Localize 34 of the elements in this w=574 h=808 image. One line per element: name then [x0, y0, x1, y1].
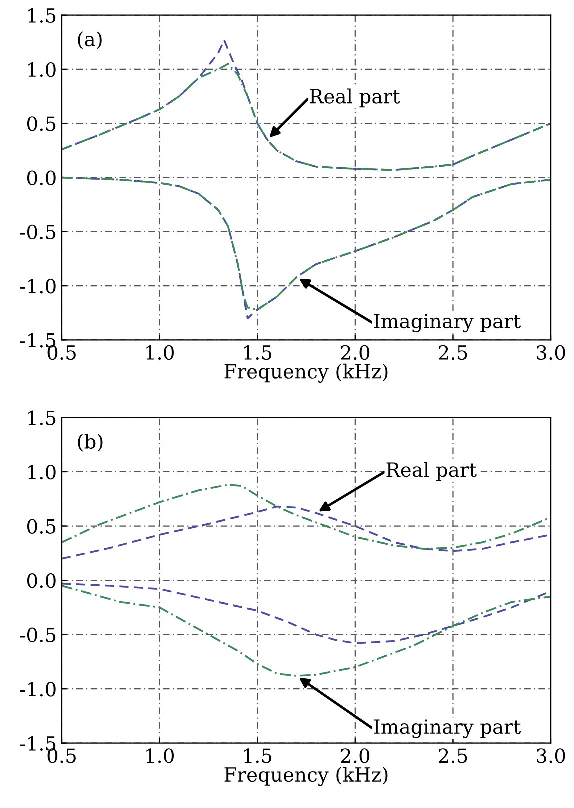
- x-tick-label: 3.0: [537, 345, 566, 360]
- y-tick-label: -0.5: [20, 628, 56, 642]
- x-tick-label: 0.5: [48, 748, 76, 764]
- y-tick-label: -1.5: [20, 736, 56, 752]
- annotation: (a): [78, 32, 102, 50]
- annotation: (b): [78, 434, 103, 452]
- y-tick-label: 1.0: [28, 62, 56, 78]
- y-tick-label: -1.0: [20, 278, 56, 294]
- x-tick-label: 2.5: [439, 748, 468, 764]
- y-tick-label: 0.0: [27, 170, 56, 186]
- y-tick-label: 1.5: [28, 410, 56, 426]
- x-axis-title: Frequency (kHz): [224, 364, 388, 383]
- line-series: [62, 585, 552, 677]
- annotation: Real part: [310, 88, 400, 108]
- x-tick-label: 3.0: [537, 748, 566, 764]
- annotation: Imaginary part: [374, 314, 522, 333]
- x-tick-label: 2.0: [341, 748, 370, 764]
- x-axis-title: Frequency (kHz): [224, 767, 388, 786]
- y-tick-label: -1.0: [20, 682, 56, 697]
- y-tick-label: 0.5: [27, 519, 56, 534]
- y-tick-label: -0.5: [20, 224, 56, 240]
- x-tick-label: 1.5: [244, 748, 272, 764]
- y-tick-label: 1.0: [28, 464, 56, 480]
- annotation: Imaginary part: [374, 720, 522, 738]
- annotation: Real part: [386, 462, 477, 481]
- line-series: [62, 63, 552, 172]
- y-tick-label: 0.5: [27, 116, 56, 132]
- x-tick-label: 1.0: [146, 748, 174, 764]
- x-tick-label: 1.5: [244, 345, 272, 360]
- x-tick-label: 1.0: [146, 345, 174, 360]
- y-tick-label: 0.0: [27, 574, 56, 588]
- x-tick-label: 2.5: [439, 345, 468, 360]
- x-tick-label: 2.0: [341, 345, 370, 360]
- y-tick-label: 1.5: [28, 8, 56, 24]
